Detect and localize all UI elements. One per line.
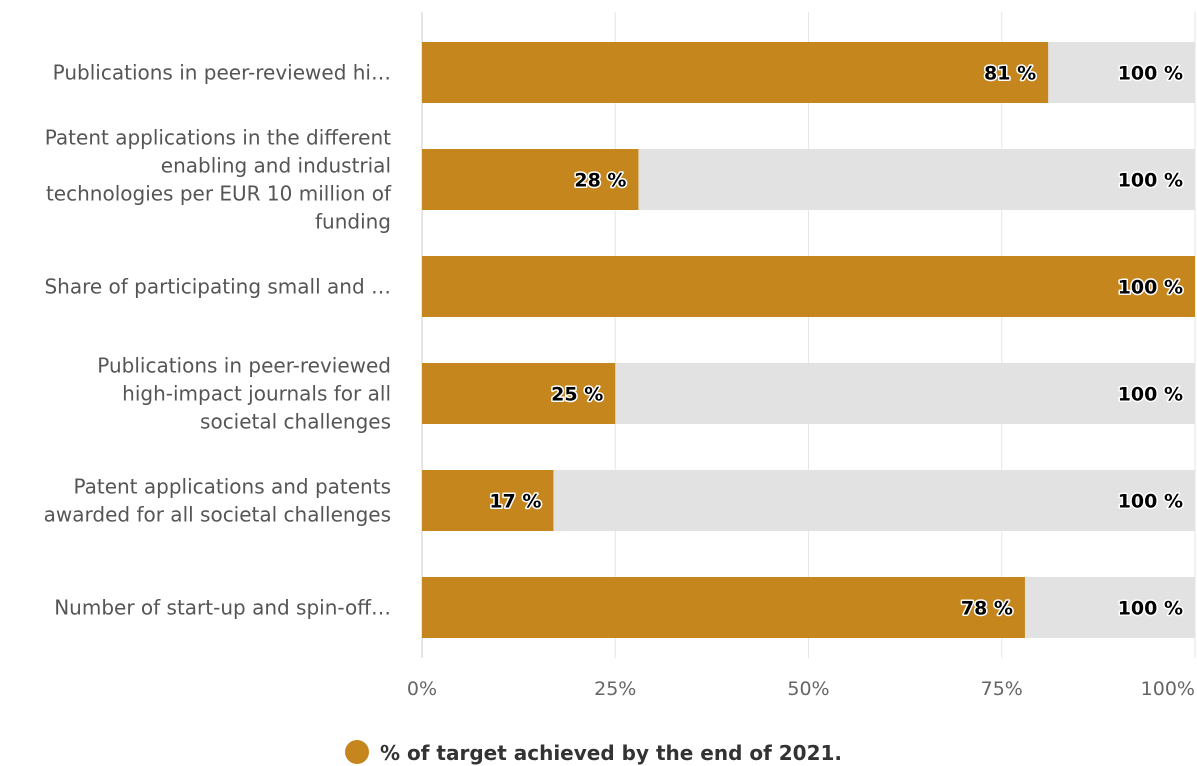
x-tick-label: 100% — [1141, 678, 1195, 700]
x-tick-label: 0% — [407, 678, 437, 700]
category-label: Publications in peer-reviewed — [97, 354, 391, 378]
achieved-bar[interactable] — [422, 577, 1025, 638]
gridlines — [421, 12, 1196, 658]
legend-marker[interactable] — [345, 740, 369, 764]
achieved-value-label: 78 % — [961, 598, 1013, 620]
x-tick-label: 25% — [594, 678, 636, 700]
achieved-bar[interactable] — [422, 42, 1049, 103]
x-tick-label: 75% — [981, 678, 1023, 700]
achieved-bar[interactable] — [422, 470, 554, 531]
category-label: high-impact journals for all — [122, 382, 391, 406]
bars — [422, 42, 1195, 638]
category-label: funding — [315, 210, 391, 234]
achieved-bar[interactable] — [422, 149, 639, 210]
category-labels: Publications in peer-reviewed hi… Patent … — [44, 61, 392, 620]
legend[interactable]: % of target achieved by the end of 2021. — [345, 740, 842, 765]
category-label: Patent applications in the different — [45, 126, 391, 150]
achieved-value-label: 100 % — [1118, 277, 1183, 299]
achieved-value-label: 25 % — [551, 384, 603, 406]
category-label: technologies per EUR 10 million of — [46, 182, 392, 206]
legend-item-label[interactable]: % of target achieved by the end of 2021. — [380, 741, 842, 765]
x-axis-tick-labels: 0% 25% 50% 75% 100% — [407, 678, 1195, 700]
achieved-value-label: 17 % — [489, 491, 541, 513]
target-value-label: 100 % — [1118, 63, 1183, 85]
category-label: Patent applications and patents — [73, 475, 391, 499]
target-value-label: 100 % — [1118, 384, 1183, 406]
category-label: Number of start-up and spin-off… — [54, 596, 391, 620]
achieved-bar[interactable] — [422, 363, 616, 424]
category-label: enabling and industrial — [161, 154, 391, 178]
x-tick-label: 50% — [787, 678, 829, 700]
category-label: societal challenges — [200, 410, 391, 434]
category-label: Share of participating small and … — [44, 275, 391, 299]
target-value-label: 100 % — [1118, 598, 1183, 620]
data-labels: 100 % 81 % 100 % 28 % 100 % 100 % 25 % 100 % 17 … — [488, 61, 1185, 621]
category-label: Publications in peer-reviewed hi… — [53, 61, 391, 85]
category-label: awarded for all societal challenges — [44, 503, 391, 527]
achieved-value-label: 81 % — [984, 63, 1036, 85]
target-value-label: 100 % — [1118, 491, 1183, 513]
achieved-bar[interactable] — [422, 256, 1195, 317]
achieved-value-label: 28 % — [574, 170, 626, 192]
target-value-label: 100 % — [1118, 170, 1183, 192]
